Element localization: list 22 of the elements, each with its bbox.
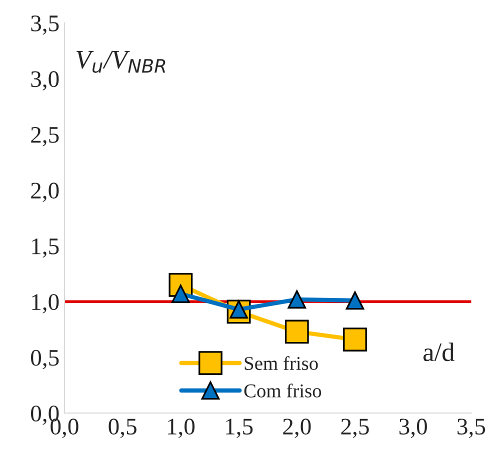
x-tick-label: 1,0	[168, 418, 195, 438]
point	[284, 320, 309, 344]
y-tick-label: 3,5	[31, 16, 59, 35]
y-tick-label: 3,0	[31, 71, 59, 91]
x-tick-label: 2,0	[283, 418, 311, 438]
y-axis-title: V$_{u}$/V$_{NBR}$	[76, 50, 166, 73]
x-tick-label: 2,5	[341, 418, 369, 438]
point	[346, 291, 364, 310]
y-tick-label: 0,5	[31, 350, 59, 370]
legend-label: Com friso	[244, 384, 322, 398]
y-tick-label: 2,0	[31, 182, 59, 202]
point	[288, 290, 306, 309]
legend-label: Sem friso	[244, 356, 318, 370]
y-tick-label: 2,5	[31, 126, 59, 146]
x-tick-label: 3,0	[399, 418, 427, 438]
x-axis-title: a/d	[423, 342, 454, 362]
x-tick-label: 1,5	[226, 418, 253, 438]
x-tick-label: 3,5	[458, 418, 486, 438]
y-tick-label: 1,0	[32, 294, 59, 314]
y-tick-label: 1,5	[32, 238, 59, 258]
point	[343, 328, 367, 352]
x-tick-label: 0,5	[108, 418, 136, 438]
